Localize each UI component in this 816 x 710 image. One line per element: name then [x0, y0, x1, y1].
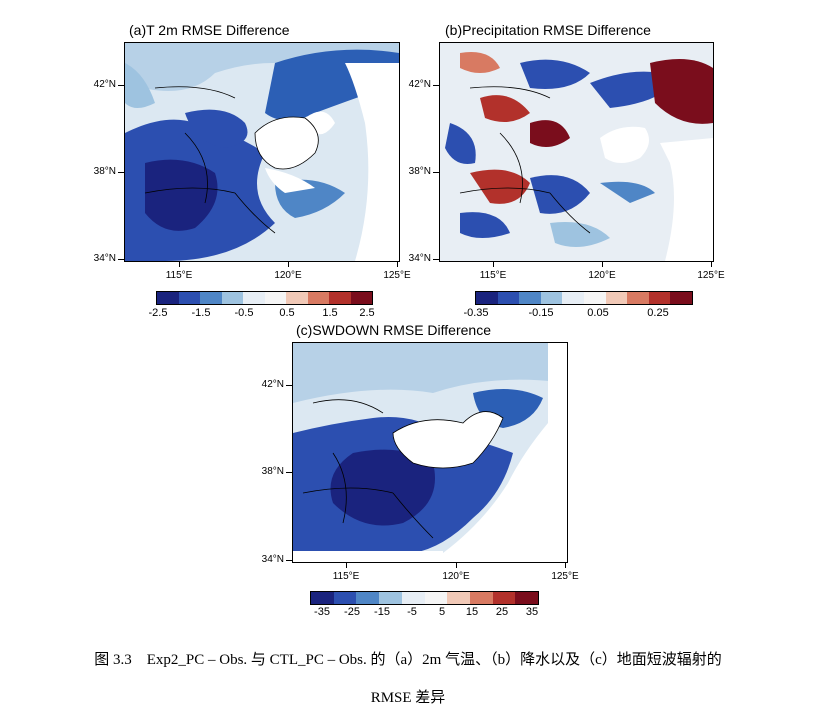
- figure-caption-cont: RMSE 差异: [370, 690, 446, 706]
- map-t2m: [124, 42, 400, 262]
- figure-caption: 图 3.3 Exp2_PC – Obs. 与 CTL_PC – Obs. 的（a…: [94, 652, 722, 668]
- colorbar-label: 0.5: [279, 307, 295, 319]
- colorbar-label: -2.5: [148, 307, 168, 319]
- colorbar-label: -0.15: [528, 307, 554, 319]
- map-precipitation: [439, 42, 714, 262]
- lat-label: 42°N: [93, 79, 116, 90]
- lon-label: 120°E: [588, 270, 616, 281]
- colorbar-label: 1.5: [322, 307, 338, 319]
- lat-label: 42°N: [261, 379, 284, 390]
- panel-title: (c)SWDOWN RMSE Difference: [296, 322, 491, 338]
- colorbar-label: 0.05: [587, 307, 609, 319]
- lon-label: 125°E: [697, 270, 725, 281]
- colorbar-label: 5: [438, 606, 446, 618]
- map-swdown: [292, 342, 568, 563]
- colorbar: [156, 291, 373, 305]
- panel-title: (a)T 2m RMSE Difference: [129, 22, 290, 38]
- colorbar-label: -0.35: [463, 307, 489, 319]
- colorbar-label: 0.25: [647, 307, 669, 319]
- lon-label: 120°E: [442, 571, 470, 582]
- colorbar-label: -25: [344, 606, 360, 618]
- lat-label: 42°N: [408, 79, 431, 90]
- lat-label: 38°N: [261, 466, 284, 477]
- lon-label: 125°E: [551, 571, 579, 582]
- lat-label: 34°N: [93, 253, 116, 264]
- colorbar-label: 15: [465, 606, 479, 618]
- lat-label: 38°N: [408, 166, 431, 177]
- lat-label: 34°N: [408, 253, 431, 264]
- lon-label: 120°E: [274, 270, 302, 281]
- panel-title: (b)Precipitation RMSE Difference: [445, 22, 651, 38]
- lat-label: 34°N: [261, 554, 284, 565]
- colorbar: [475, 291, 693, 305]
- map-field: [440, 43, 713, 261]
- map-field: [293, 343, 567, 562]
- colorbar-label: -1.5: [191, 307, 211, 319]
- lon-label: 125°E: [383, 270, 411, 281]
- colorbar: [310, 591, 539, 605]
- colorbar-label: -5: [407, 606, 417, 618]
- lon-label: 115°E: [165, 270, 193, 281]
- lon-label: 115°E: [332, 571, 360, 582]
- colorbar-label: -35: [314, 606, 330, 618]
- colorbar-label: 2.5: [359, 307, 375, 319]
- lat-label: 38°N: [93, 166, 116, 177]
- colorbar-label: -15: [374, 606, 390, 618]
- colorbar-label: 25: [495, 606, 509, 618]
- colorbar-label: 35: [525, 606, 539, 618]
- map-field: [125, 43, 399, 261]
- lon-label: 115°E: [479, 270, 507, 281]
- colorbar-label: -0.5: [234, 307, 254, 319]
